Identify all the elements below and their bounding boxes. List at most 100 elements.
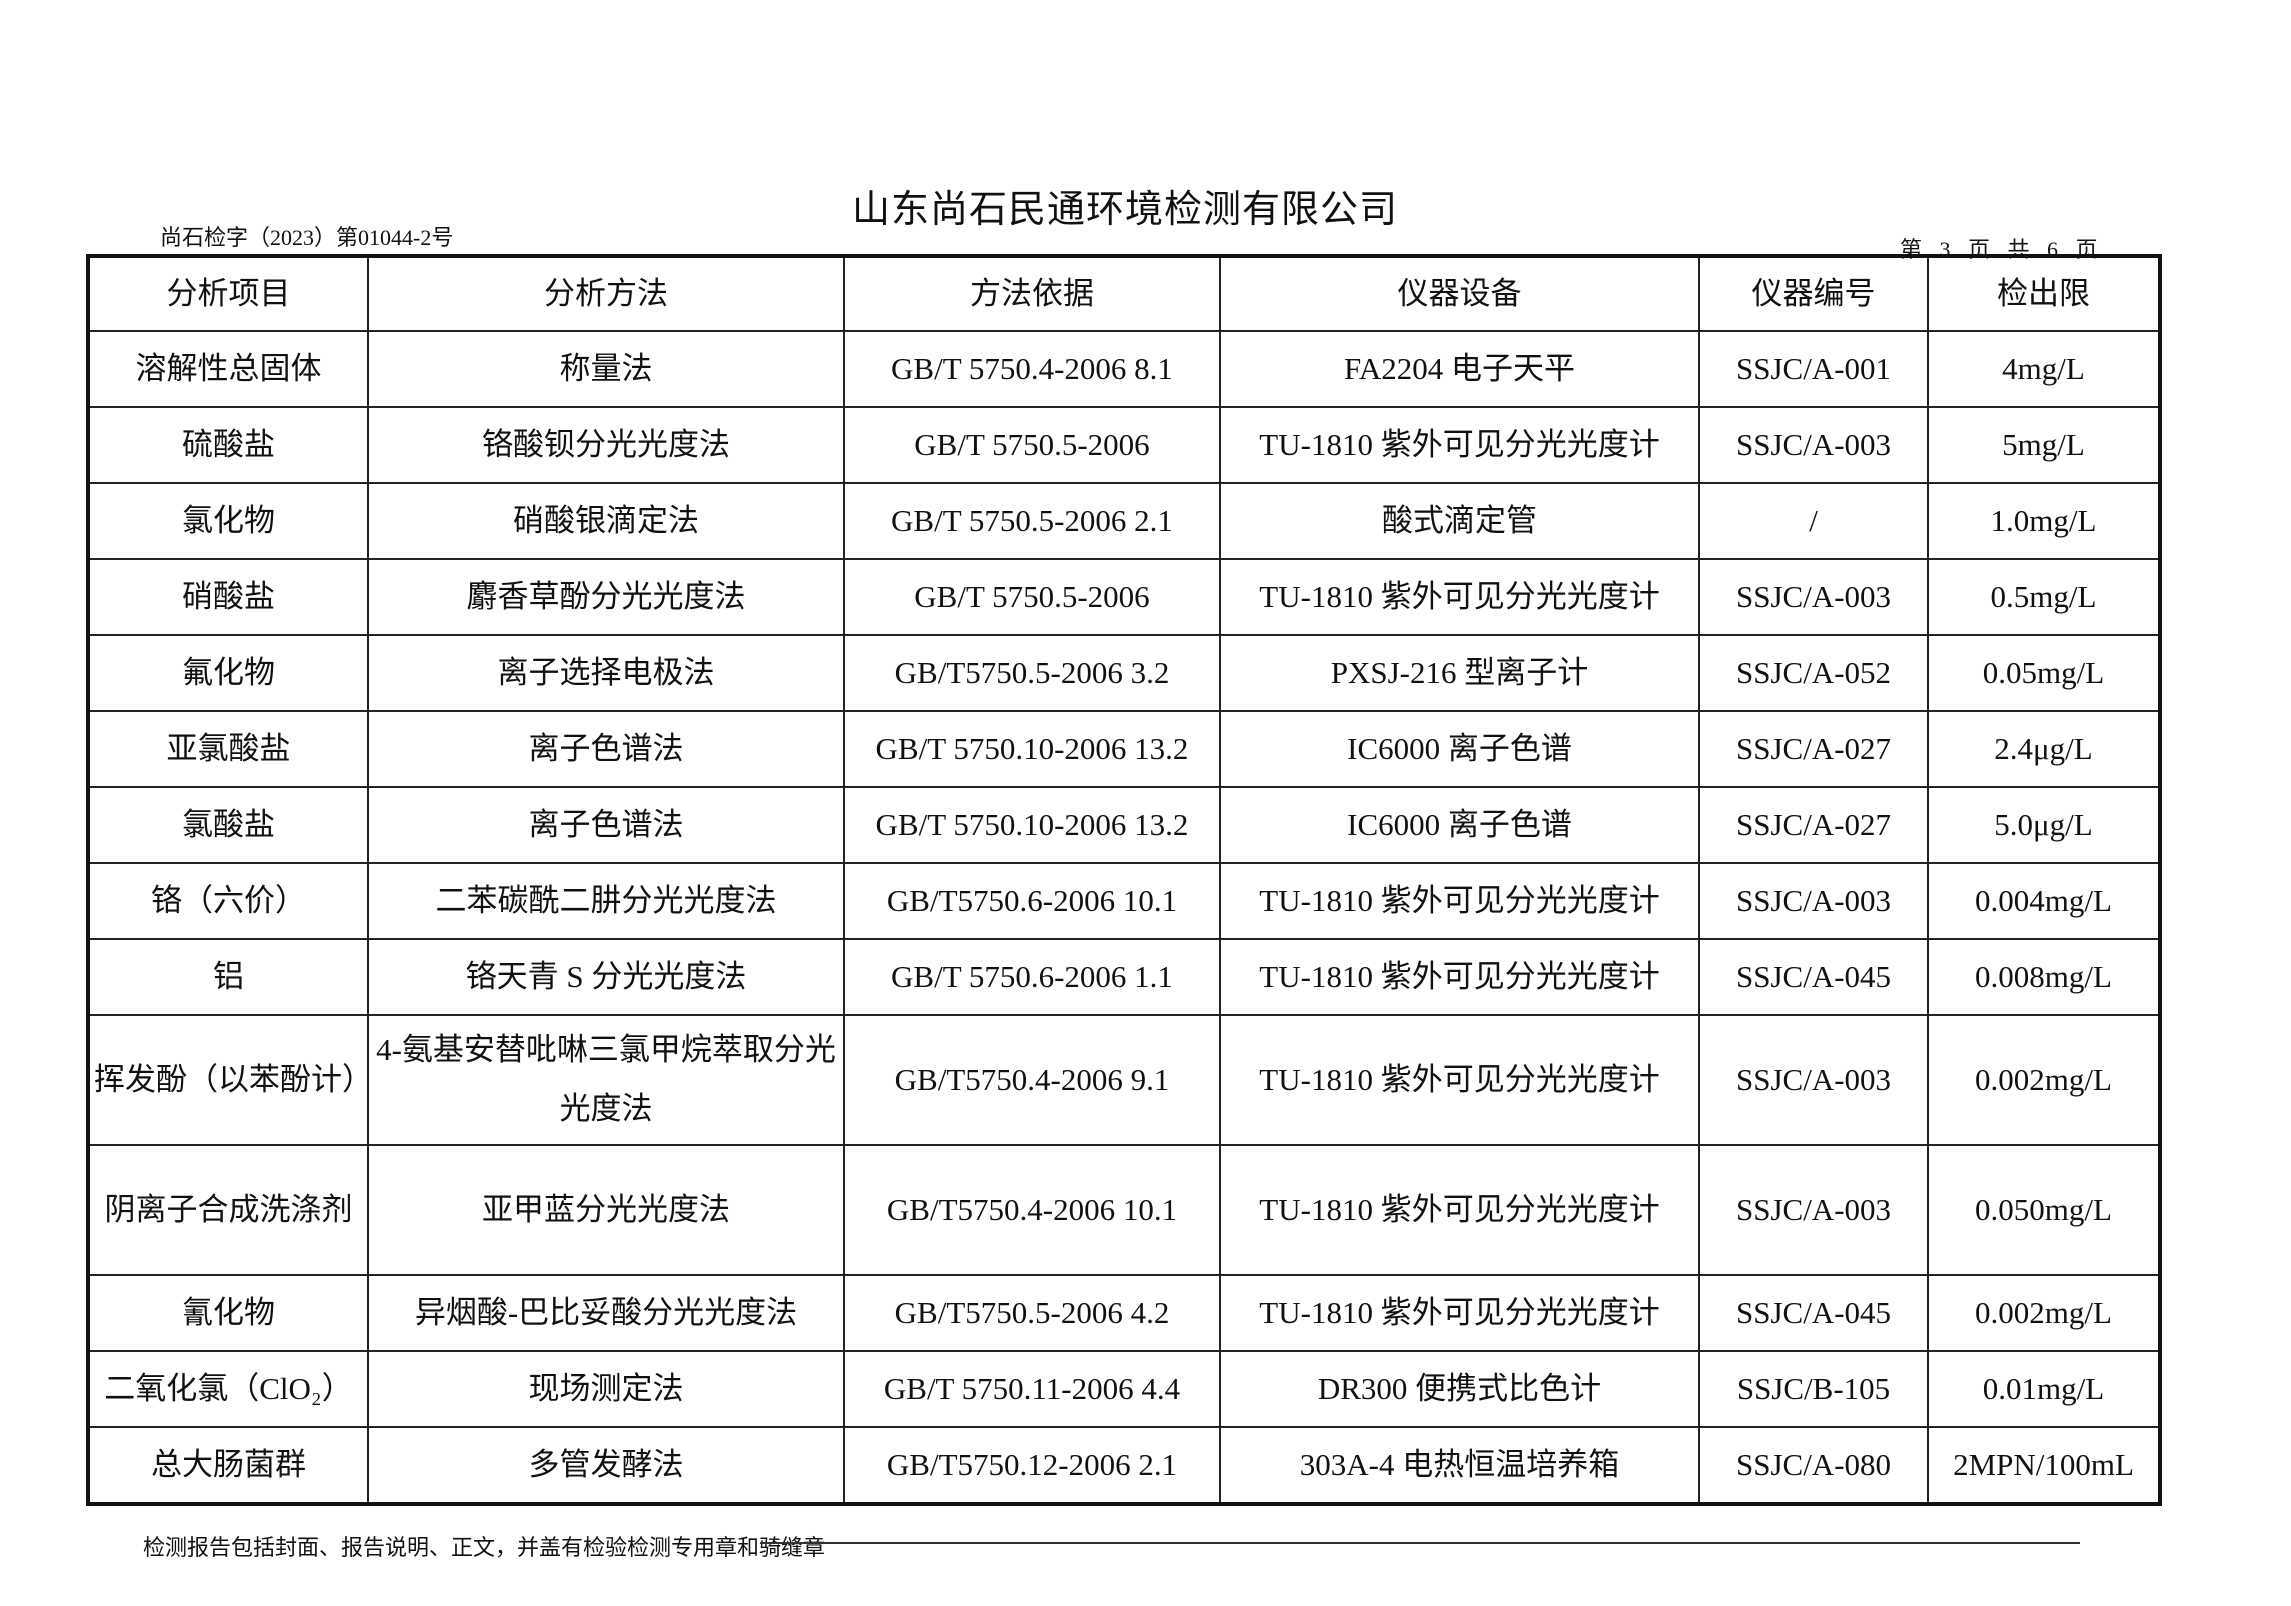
table-row: 硫酸盐 铬酸钡分光光度法 GB/T 5750.5-2006 TU-1810 紫外可见分… [87, 406, 2161, 484]
instrument-cell: IC6000 离子色谱 [1219, 710, 1700, 788]
instrument-cell: TU-1810 紫外可见分光光度计 [1219, 862, 1700, 940]
method-basis-cell: GB/T5750.4-2006 9.1 [843, 1014, 1221, 1146]
column-header: 仪器设备 [1219, 255, 1700, 332]
instrument-cell: FA2204 电子天平 [1219, 330, 1700, 408]
analysis-method-cell: 离子选择电极法 [367, 634, 845, 712]
method-basis-cell: GB/T5750.5-2006 4.2 [843, 1274, 1221, 1352]
method-basis-cell: GB/T5750.6-2006 10.1 [843, 862, 1221, 940]
detection-limit-cell: 0.002mg/L [1927, 1014, 2161, 1146]
detection-limit-cell: 0.05mg/L [1927, 634, 2161, 712]
instrument-cell: TU-1810 紫外可见分光光度计 [1219, 406, 1700, 484]
analysis-method-cell: 多管发酵法 [367, 1426, 845, 1505]
table-row: 氟化物 离子选择电极法 GB/T5750.5-2006 3.2 PXSJ-216 型离… [87, 634, 2161, 712]
instrument-id-cell: SSJC/A-045 [1698, 938, 1929, 1016]
instrument-cell: TU-1810 紫外可见分光光度计 [1219, 1014, 1700, 1146]
method-basis-cell: GB/T 5750.4-2006 8.1 [843, 330, 1221, 408]
table-row: 阴离子合成洗涤剂 亚甲蓝分光光度法 GB/T5750.4-2006 10.1 TU-1… [87, 1144, 2161, 1276]
method-basis-cell: GB/T 5750.11-2006 4.4 [843, 1350, 1221, 1428]
analysis-method-cell: 称量法 [367, 330, 845, 408]
instrument-id-cell: SSJC/A-080 [1698, 1426, 1929, 1505]
detection-limit-cell: 0.01mg/L [1927, 1350, 2161, 1428]
instrument-id-cell: SSJC/A-045 [1698, 1274, 1929, 1352]
method-basis-cell: GB/T5750.12-2006 2.1 [843, 1426, 1221, 1505]
detection-limit-cell: 0.050mg/L [1927, 1144, 2161, 1276]
column-header: 分析项目 [87, 255, 369, 332]
method-basis-cell: GB/T5750.5-2006 3.2 [843, 634, 1221, 712]
instrument-id-cell: SSJC/A-027 [1698, 786, 1929, 864]
instrument-cell: PXSJ-216 型离子计 [1219, 634, 1700, 712]
analysis-method-cell: 4-氨基安替吡啉三氯甲烷萃取分光光度法 [367, 1014, 845, 1146]
instrument-id-cell: SSJC/A-001 [1698, 330, 1929, 408]
method-basis-cell: GB/T 5750.5-2006 [843, 406, 1221, 484]
column-header: 仪器编号 [1698, 255, 1929, 332]
detection-limit-cell: 2MPN/100mL [1927, 1426, 2161, 1505]
footer-divider [760, 1542, 2080, 1544]
instrument-id-cell: / [1698, 482, 1929, 560]
detection-limit-cell: 4mg/L [1927, 330, 2161, 408]
analysis-item-cell: 二氧化氯（ClO₂） [87, 1350, 369, 1428]
table-row: 铬（六价） 二苯碳酰二肼分光光度法 GB/T5750.6-2006 10.1 TU-1… [87, 862, 2161, 940]
instrument-cell: TU-1810 紫外可见分光光度计 [1219, 1274, 1700, 1352]
detection-limit-cell: 0.004mg/L [1927, 862, 2161, 940]
analysis-item-cell: 硫酸盐 [87, 406, 369, 484]
table-row: 氰化物 异烟酸-巴比妥酸分光光度法 GB/T5750.5-2006 4.2 TU-18… [87, 1274, 2161, 1352]
instrument-cell: 酸式滴定管 [1219, 482, 1700, 560]
instrument-id-cell: SSJC/A-003 [1698, 1014, 1929, 1146]
detection-limit-cell: 1.0mg/L [1927, 482, 2161, 560]
method-basis-cell: GB/T 5750.5-2006 2.1 [843, 482, 1221, 560]
method-basis-cell: GB/T 5750.5-2006 [843, 558, 1221, 636]
instrument-id-cell: SSJC/A-003 [1698, 406, 1929, 484]
company-title: 山东尚石民通环境检测有限公司 [851, 189, 1398, 231]
table-row: 总大肠菌群 多管发酵法 GB/T5750.12-2006 2.1 303A-4 电热恒… [87, 1426, 2161, 1505]
table-row: 亚氯酸盐 离子色谱法 GB/T 5750.10-2006 13.2 IC6000 离子… [87, 710, 2161, 788]
footer-note: 检测报告包括封面、报告说明、正文，并盖有检验检测专用章和骑缝章 [143, 1535, 826, 1560]
table-row: 挥发酚（以苯酚计） 4-氨基安替吡啉三氯甲烷萃取分光光度法 GB/T5750.4-2… [87, 1014, 2161, 1146]
analysis-method-cell: 二苯碳酰二肼分光光度法 [367, 862, 845, 940]
analysis-item-cell: 总大肠菌群 [87, 1426, 369, 1505]
table-row: 二氧化氯（ClO₂） 现场测定法 GB/T 5750.11-2006 4.4 DR30… [87, 1350, 2161, 1428]
detection-limit-cell: 0.008mg/L [1927, 938, 2161, 1016]
analysis-method-cell: 铬天青 S 分光光度法 [367, 938, 845, 1016]
analysis-method-cell: 麝香草酚分光光度法 [367, 558, 845, 636]
column-header: 分析方法 [367, 255, 845, 332]
analysis-method-cell: 离子色谱法 [367, 786, 845, 864]
instrument-cell: TU-1810 紫外可见分光光度计 [1219, 558, 1700, 636]
instrument-id-cell: SSJC/B-105 [1698, 1350, 1929, 1428]
table-header-row: 分析项目 分析方法 方法依据 仪器设备 仪器编号 检出限 [87, 255, 2161, 332]
analysis-method-cell: 异烟酸-巴比妥酸分光光度法 [367, 1274, 845, 1352]
analysis-method-cell: 离子色谱法 [367, 710, 845, 788]
table-row: 氯酸盐 离子色谱法 GB/T 5750.10-2006 13.2 IC6000 离子色… [87, 786, 2161, 864]
analysis-method-cell: 亚甲蓝分光光度法 [367, 1144, 845, 1276]
analysis-item-cell: 氰化物 [87, 1274, 369, 1352]
instrument-cell: IC6000 离子色谱 [1219, 786, 1700, 864]
table-row: 铝铬天青 S 分光光度法 GB/T 5750.6-2006 1.1 TU-1810 … [87, 938, 2161, 1016]
analysis-item-cell: 挥发酚（以苯酚计） [87, 1014, 373, 1146]
column-header: 方法依据 [843, 255, 1221, 332]
instrument-cell: TU-1810 紫外可见分光光度计 [1219, 1144, 1700, 1276]
column-header: 检出限 [1927, 255, 2161, 332]
instrument-cell: 303A-4 电热恒温培养箱 [1219, 1426, 1700, 1505]
detection-limit-cell: 0.5mg/L [1927, 558, 2161, 636]
analysis-item-cell: 氟化物 [87, 634, 369, 712]
detection-limit-cell: 5mg/L [1927, 406, 2161, 484]
analysis-item-cell: 铝 [87, 938, 369, 1016]
instrument-id-cell: SSJC/A-027 [1698, 710, 1929, 788]
detection-limit-cell: 2.4μg/L [1927, 710, 2161, 788]
instrument-id-cell: SSJC/A-052 [1698, 634, 1929, 712]
analysis-item-cell: 硝酸盐 [87, 558, 369, 636]
table-row: 溶解性总固体 称量法 GB/T 5750.4-2006 8.1 FA2204 电子天平… [87, 330, 2161, 408]
analysis-item-cell: 氯酸盐 [87, 786, 369, 864]
detection-limit-cell: 5.0μg/L [1927, 786, 2161, 864]
table-row: 硝酸盐 麝香草酚分光光度法 GB/T 5750.5-2006 TU-1810 紫外可见… [87, 558, 2161, 636]
analysis-methods-table: 分析项目 分析方法 方法依据 仪器设备 仪器编号 检出限 溶解性总固体 称量法 GB… [86, 254, 2162, 1506]
analysis-item-cell: 亚氯酸盐 [87, 710, 369, 788]
table-row: 氯化物 硝酸银滴定法 GB/T 5750.5-2006 2.1 酸式滴定管/1.0mg… [87, 482, 2161, 560]
instrument-cell: DR300 便携式比色计 [1219, 1350, 1700, 1428]
instrument-id-cell: SSJC/A-003 [1698, 1144, 1929, 1276]
method-basis-cell: GB/T 5750.10-2006 13.2 [843, 786, 1221, 864]
report-number: 尚石检字（2023）第01044-2号 [160, 225, 454, 250]
analysis-item-cell: 溶解性总固体 [87, 330, 369, 408]
instrument-id-cell: SSJC/A-003 [1698, 558, 1929, 636]
analysis-method-cell: 硝酸银滴定法 [367, 482, 845, 560]
method-basis-cell: GB/T5750.4-2006 10.1 [843, 1144, 1221, 1276]
